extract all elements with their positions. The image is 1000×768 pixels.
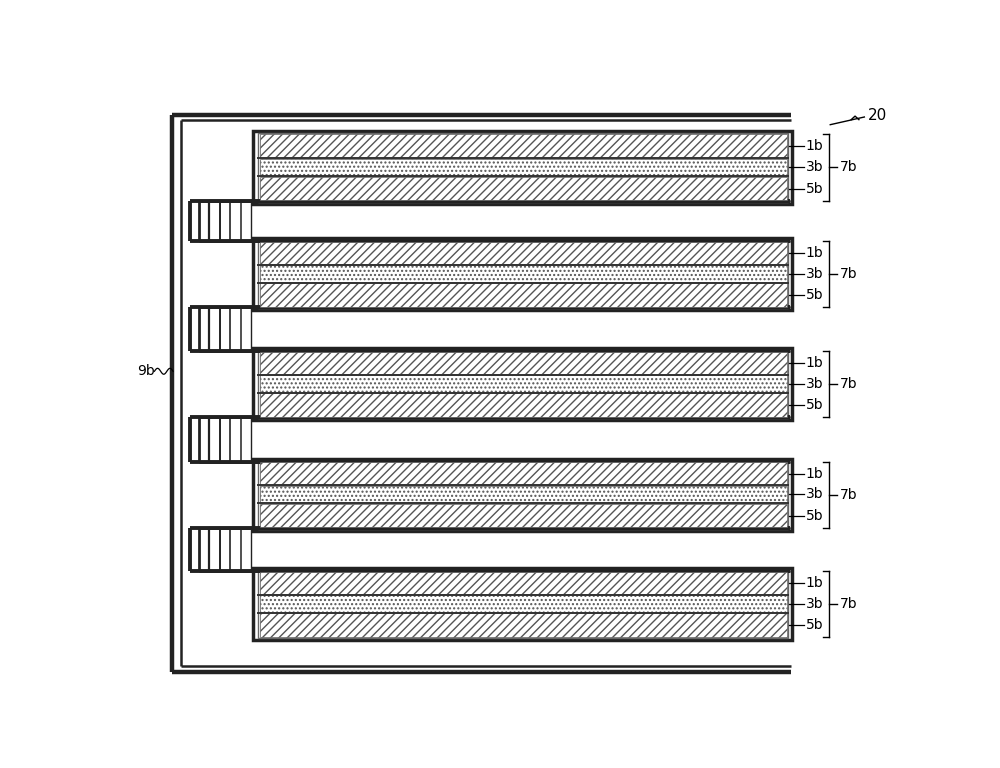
Text: 3b: 3b [805,266,823,281]
Bar [258,240,788,308]
Text: 5b: 5b [805,181,823,196]
Bar [260,595,787,612]
Text: 5b: 5b [805,508,823,522]
Bar [253,568,792,641]
Text: 7b: 7b [840,488,857,502]
Bar [260,283,787,307]
Bar [260,242,787,264]
Text: 1b: 1b [805,356,823,370]
Bar [260,393,787,417]
Bar [258,571,788,638]
Text: 5b: 5b [805,618,823,632]
Bar [258,133,788,201]
Bar [260,134,787,157]
Bar [260,486,787,502]
Bar [258,461,788,528]
Bar [253,238,792,310]
Bar [260,352,787,374]
Bar [253,348,792,420]
Text: 3b: 3b [805,376,823,391]
Text: 1b: 1b [805,139,823,153]
Text: 5b: 5b [805,398,823,412]
Bar [260,613,787,637]
Text: 7b: 7b [840,598,857,611]
Bar [260,159,787,176]
Bar [258,350,788,418]
Text: 3b: 3b [805,487,823,502]
Text: 1b: 1b [805,467,823,481]
Text: 20: 20 [867,108,887,124]
Bar [260,376,787,392]
Text: 7b: 7b [840,377,857,391]
Bar [253,131,792,204]
Text: 5b: 5b [805,288,823,302]
Bar [260,462,787,485]
Bar [253,458,792,531]
Text: 7b: 7b [840,267,857,281]
Text: 3b: 3b [805,161,823,174]
Bar [260,177,787,200]
Text: 3b: 3b [805,597,823,611]
Text: 1b: 1b [805,576,823,590]
Bar [260,266,787,282]
Text: 7b: 7b [840,161,857,174]
Bar [260,571,787,594]
Text: 9b: 9b [137,364,155,379]
Bar [260,504,787,528]
Text: 1b: 1b [805,246,823,260]
